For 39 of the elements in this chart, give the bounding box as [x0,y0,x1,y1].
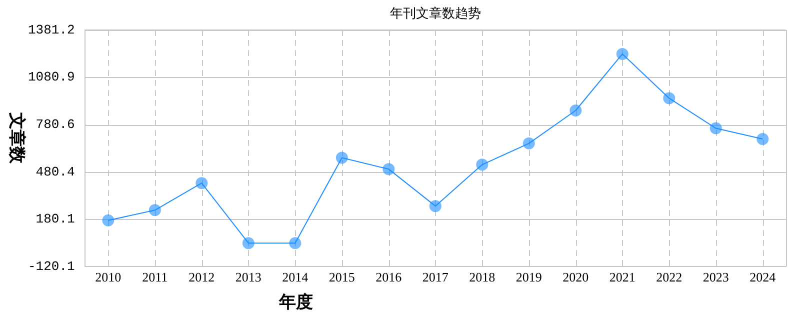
x-tick-label: 2024 [750,270,776,285]
point [616,48,628,60]
x-tick-label: 2023 [702,270,729,285]
x-tick-label: 2017 [422,270,449,285]
point [756,132,769,145]
point [289,237,302,250]
x-tick-label: 2015 [328,270,355,285]
y-tick-label: 480.4 [36,164,75,180]
x-tick-label: 2019 [516,270,542,285]
point [102,214,114,226]
x-tick-label: 2018 [469,270,496,285]
x-tick-label: 2016 [376,270,402,285]
point [522,137,535,150]
x-tick-label: 2022 [656,270,682,285]
x-tick-label: 2020 [562,270,589,285]
x-tick-label: 2021 [609,270,636,285]
point [242,237,254,250]
x-tick-label: 2011 [142,270,168,285]
x-tick-label: 2012 [188,270,215,285]
point [196,177,208,190]
point [570,104,582,116]
point [148,204,161,216]
y-tick-label: 780.6 [36,117,75,132]
point [336,152,348,164]
point [382,163,395,176]
point [429,200,442,212]
y-tick-label: 180.1 [36,212,75,227]
point [663,92,676,104]
point [710,122,722,134]
point [476,158,488,171]
y-tick-label: 1080.9 [28,70,75,85]
chart-title: 年刊文章数趋势 [390,5,481,20]
x-tick-label: 2013 [235,270,262,285]
y-tick-label: -120.1 [28,258,75,274]
x-tick-label: 2014 [282,270,309,285]
y-tick-label: 1381.2 [28,22,75,38]
x-tick-label: 2010 [95,270,122,285]
y-axis-title: 文章数 [8,112,27,165]
x-axis-title: 年度 [278,292,313,312]
